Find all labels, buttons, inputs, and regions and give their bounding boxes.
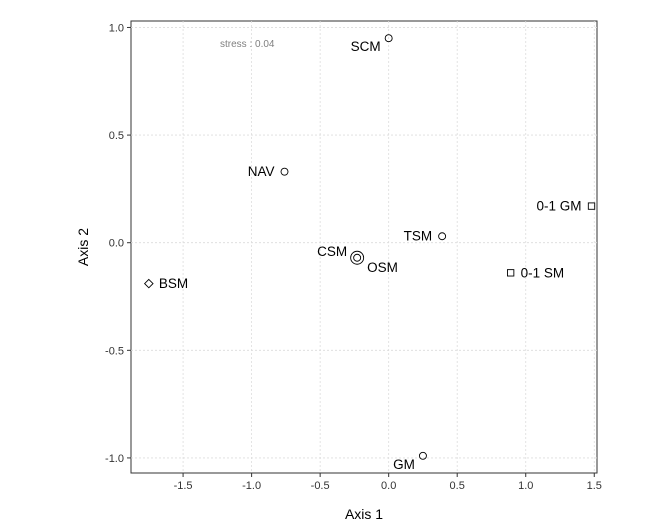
x-tick-label: 0.0	[381, 480, 396, 492]
tick-labels: -1.5 -1.0 -0.5 0.0 0.5 1.0 1.5 -1.0 -0.5 0.0 0.5 1.…	[105, 22, 602, 492]
y-tick-label: 0.0	[109, 238, 124, 250]
point-bsm	[143, 278, 154, 289]
point-tsm	[438, 232, 447, 241]
x-tick-label: -1.0	[242, 480, 261, 492]
point-scm-label: SCM	[351, 39, 381, 54]
y-axis-title: Axis 2	[75, 228, 91, 266]
stress-annotation: stress : 0.04	[220, 39, 275, 50]
y-tick-label: 0.5	[109, 130, 124, 142]
axis-ticks	[127, 26, 595, 477]
point-0-1-sm	[507, 269, 515, 277]
point-0-1-gm-label: 0-1 GM	[537, 199, 582, 214]
point-0-1-gm	[587, 202, 596, 210]
point-0-1-sm-label: 0-1 SM	[521, 265, 565, 280]
point-nav-label: NAV	[248, 164, 275, 179]
y-tick-label: -0.5	[105, 345, 124, 357]
y-tick-label: 1.0	[109, 22, 124, 34]
point-csm-label: CSM	[317, 244, 347, 259]
point-nav	[280, 167, 289, 176]
point-osm	[350, 250, 365, 265]
x-tick-label: -0.5	[311, 480, 330, 492]
point-tsm-label: TSM	[404, 229, 433, 244]
data-points	[143, 34, 596, 460]
point-csm	[353, 253, 362, 262]
point-labels: SCM NAV TSM CSM OSM BSM 0-1 GM 0-1 SM GM	[159, 39, 582, 472]
point-gm	[418, 451, 427, 460]
plot-panel	[130, 20, 598, 474]
x-tick-label: 0.5	[450, 480, 465, 492]
point-scm	[384, 34, 393, 43]
y-tick-label: -1.0	[105, 453, 124, 465]
x-tick-label: -1.5	[174, 480, 193, 492]
point-osm-label: OSM	[367, 260, 398, 275]
x-tick-label: 1.0	[518, 480, 533, 492]
x-axis-title: Axis 1	[345, 506, 383, 522]
point-bsm-label: BSM	[159, 276, 188, 291]
point-gm-label: GM	[393, 457, 415, 472]
x-tick-label: 1.5	[587, 480, 602, 492]
grid-lines	[131, 21, 597, 473]
